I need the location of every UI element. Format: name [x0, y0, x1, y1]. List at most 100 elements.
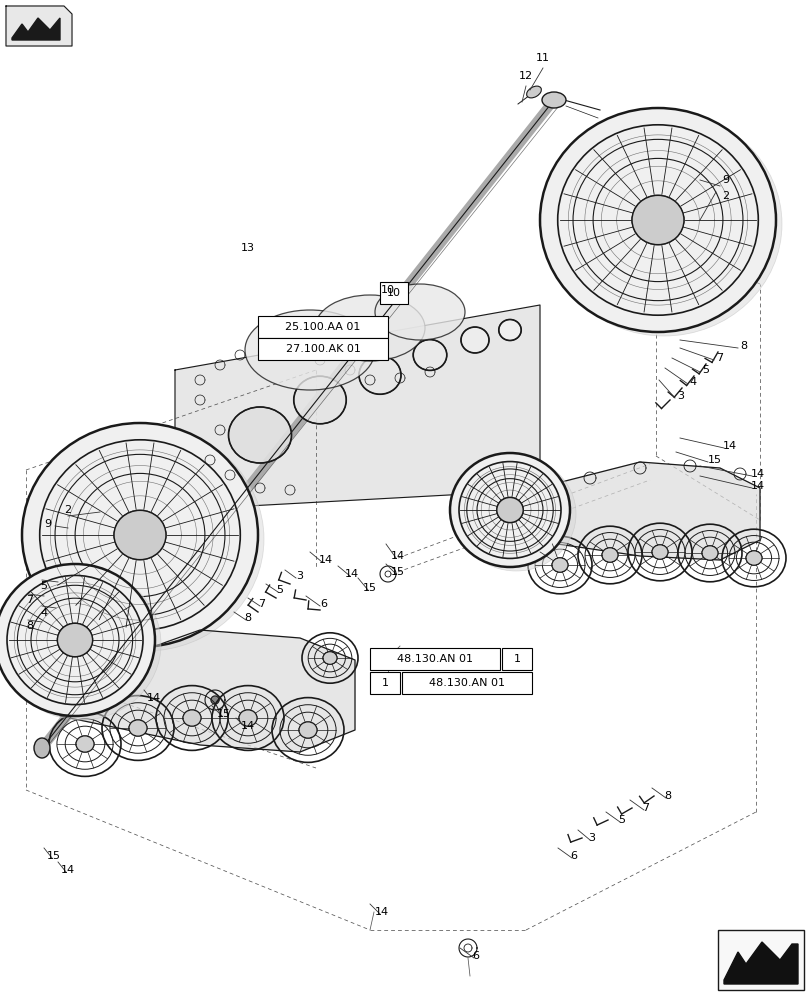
Text: 5: 5: [618, 815, 624, 825]
Text: 7: 7: [715, 353, 723, 363]
Text: 12: 12: [518, 71, 532, 81]
Text: 8: 8: [27, 621, 33, 631]
Text: 14: 14: [375, 907, 388, 917]
Text: 14: 14: [147, 693, 161, 703]
Polygon shape: [60, 630, 354, 752]
Ellipse shape: [539, 108, 775, 332]
Ellipse shape: [0, 564, 155, 716]
Text: 10: 10: [380, 285, 394, 295]
Ellipse shape: [22, 423, 258, 647]
Text: 25.100.AA 01: 25.100.AA 01: [285, 322, 360, 332]
Text: 7: 7: [642, 803, 649, 813]
Ellipse shape: [375, 284, 465, 340]
Text: 15: 15: [707, 455, 721, 465]
Polygon shape: [530, 462, 759, 560]
Ellipse shape: [294, 376, 345, 424]
Text: 14: 14: [61, 865, 75, 875]
Polygon shape: [6, 6, 72, 46]
Bar: [401, 672, 531, 694]
Ellipse shape: [601, 548, 617, 562]
Text: 9: 9: [45, 519, 52, 529]
Text: 14: 14: [319, 555, 333, 565]
Polygon shape: [175, 305, 539, 510]
Ellipse shape: [551, 558, 568, 572]
Ellipse shape: [129, 720, 147, 736]
Bar: [380, 282, 407, 304]
Text: 6: 6: [320, 599, 327, 609]
Text: 8: 8: [740, 341, 747, 351]
Text: 14: 14: [750, 481, 764, 491]
Ellipse shape: [298, 722, 316, 738]
Text: 2: 2: [722, 191, 728, 201]
Text: 14: 14: [241, 721, 255, 731]
Text: 1: 1: [381, 678, 388, 688]
Text: 9: 9: [722, 175, 728, 185]
Ellipse shape: [228, 407, 291, 463]
Ellipse shape: [238, 710, 257, 726]
Bar: [501, 648, 531, 670]
Ellipse shape: [545, 112, 781, 336]
Text: 1: 1: [513, 654, 520, 664]
Text: 15: 15: [217, 709, 230, 719]
Ellipse shape: [358, 356, 401, 394]
Bar: [258, 316, 388, 338]
Ellipse shape: [745, 551, 761, 565]
Text: 5: 5: [702, 365, 709, 375]
Text: 14: 14: [722, 441, 736, 451]
Ellipse shape: [631, 195, 683, 245]
Ellipse shape: [182, 710, 201, 726]
Ellipse shape: [702, 546, 717, 560]
Text: 13: 13: [241, 243, 255, 253]
Ellipse shape: [1, 568, 161, 720]
Polygon shape: [211, 696, 219, 704]
Text: 48.130.AN 01: 48.130.AN 01: [428, 678, 504, 688]
Bar: [370, 672, 400, 694]
Text: 7: 7: [27, 595, 33, 605]
Text: 3: 3: [676, 391, 684, 401]
Text: 6: 6: [570, 851, 577, 861]
Ellipse shape: [245, 310, 375, 390]
Ellipse shape: [496, 497, 522, 523]
Text: 14: 14: [750, 469, 764, 479]
Ellipse shape: [58, 623, 92, 657]
Text: 2: 2: [64, 505, 71, 515]
Text: 10: 10: [387, 288, 401, 298]
Text: 5: 5: [277, 585, 283, 595]
Text: 48.130.AN 01: 48.130.AN 01: [397, 654, 473, 664]
Ellipse shape: [413, 340, 446, 370]
Ellipse shape: [34, 738, 50, 758]
Bar: [717, 930, 803, 990]
Text: 15: 15: [391, 567, 405, 577]
Ellipse shape: [461, 327, 488, 353]
Text: 7: 7: [258, 599, 265, 609]
Text: 15: 15: [363, 583, 376, 593]
Ellipse shape: [315, 295, 424, 361]
Ellipse shape: [651, 545, 667, 559]
Text: 3: 3: [588, 833, 594, 843]
Text: 11: 11: [535, 53, 549, 63]
Text: 3: 3: [296, 571, 303, 581]
Ellipse shape: [76, 736, 94, 752]
Polygon shape: [723, 942, 797, 984]
Polygon shape: [12, 18, 60, 40]
Text: 4: 4: [41, 608, 48, 618]
Text: 4: 4: [689, 377, 696, 387]
Bar: [370, 648, 500, 670]
Ellipse shape: [114, 510, 165, 560]
Text: 14: 14: [345, 569, 358, 579]
Ellipse shape: [526, 86, 541, 98]
Text: 6: 6: [472, 951, 479, 961]
Text: 15: 15: [47, 851, 61, 861]
Ellipse shape: [449, 453, 569, 567]
Text: 5: 5: [41, 581, 47, 591]
Text: 27.100.AK 01: 27.100.AK 01: [285, 344, 360, 354]
Bar: [258, 338, 388, 360]
Text: 8: 8: [663, 791, 671, 801]
Ellipse shape: [541, 92, 565, 108]
Ellipse shape: [28, 427, 264, 651]
Ellipse shape: [456, 457, 575, 571]
Text: 8: 8: [244, 613, 251, 623]
Ellipse shape: [323, 652, 337, 664]
Text: 14: 14: [390, 551, 405, 561]
Ellipse shape: [498, 320, 521, 340]
